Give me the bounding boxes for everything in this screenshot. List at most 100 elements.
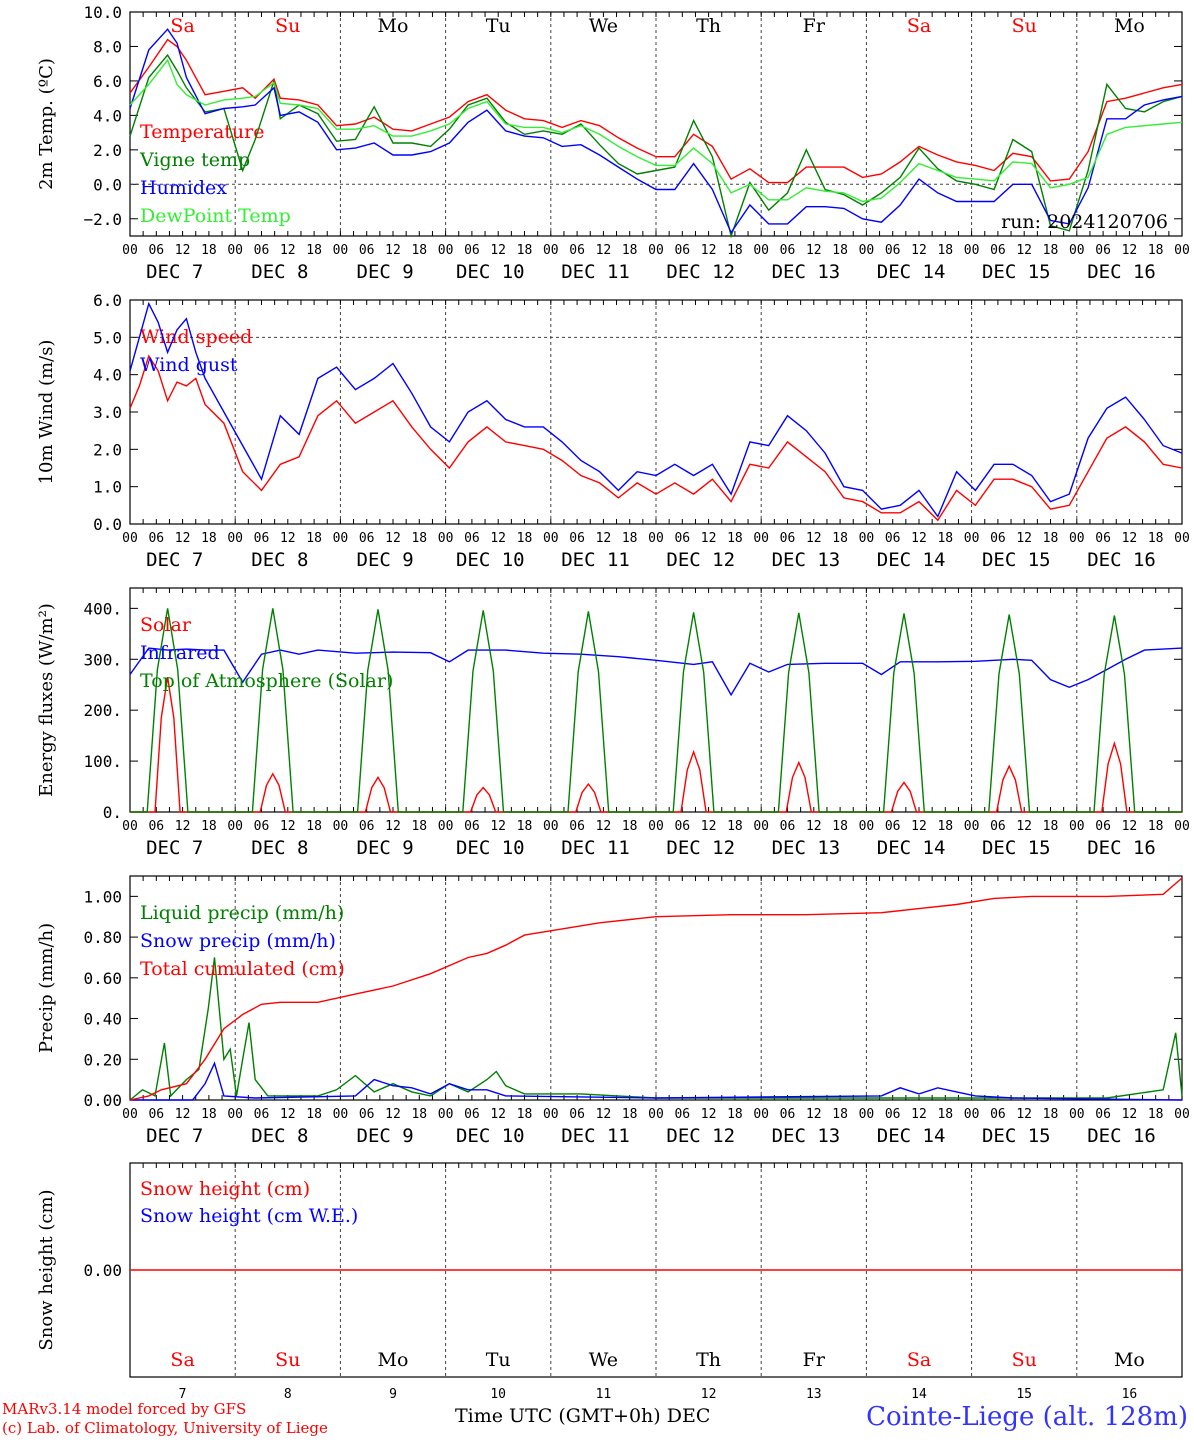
legend-entry: Humidex bbox=[140, 177, 227, 199]
hour-tick-label: 12 bbox=[1016, 531, 1032, 546]
series-line-top-of-atmosphere-solar- bbox=[130, 608, 1182, 813]
date-label: DEC 15 bbox=[982, 261, 1051, 283]
hour-tick-label: 18 bbox=[937, 819, 953, 834]
hour-tick-label: 18 bbox=[727, 819, 743, 834]
date-label: DEC 10 bbox=[456, 549, 525, 571]
day-of-week-label: Su bbox=[275, 1349, 300, 1371]
hour-tick-label: 06 bbox=[464, 1107, 480, 1122]
hour-tick-label: 06 bbox=[359, 243, 375, 258]
hour-tick-label: 00 bbox=[227, 1107, 243, 1122]
hour-tick-label: 00 bbox=[1069, 531, 1085, 546]
hour-tick-label: 18 bbox=[201, 531, 217, 546]
hour-tick-label: 00 bbox=[964, 243, 980, 258]
date-label: DEC 11 bbox=[561, 1125, 630, 1147]
hour-tick-label: 06 bbox=[464, 819, 480, 834]
hour-tick-label: 12 bbox=[1016, 819, 1032, 834]
y-tick-label: 3.0 bbox=[93, 403, 122, 422]
hour-tick-label: 00 bbox=[648, 819, 664, 834]
y-tick-label: 5.0 bbox=[93, 328, 122, 347]
hour-tick-label: 06 bbox=[569, 1107, 585, 1122]
hour-tick-label: 18 bbox=[306, 819, 322, 834]
hour-tick-label: 06 bbox=[1095, 531, 1111, 546]
hour-tick-label: 12 bbox=[1122, 1107, 1138, 1122]
date-label: DEC 7 bbox=[146, 1125, 203, 1147]
hour-tick-label: 06 bbox=[780, 531, 796, 546]
date-label: DEC 8 bbox=[251, 1125, 308, 1147]
series-line-dewpoint-temp bbox=[129, 58, 1183, 203]
hour-tick-label: 18 bbox=[832, 531, 848, 546]
hour-tick-label: 12 bbox=[385, 819, 401, 834]
hour-tick-label: 00 bbox=[438, 531, 454, 546]
hour-tick-label: 12 bbox=[806, 531, 822, 546]
hour-tick-label: 00 bbox=[122, 1107, 138, 1122]
y-tick-label: 8.0 bbox=[93, 37, 122, 56]
y-tick-label: 300. bbox=[83, 650, 122, 669]
y-tick-label: 0.60 bbox=[83, 969, 122, 988]
date-label: DEC 16 bbox=[1087, 261, 1156, 283]
station-title: Cointe-Liege (alt. 128m) bbox=[866, 1402, 1188, 1432]
y-tick-label: 0.00 bbox=[83, 1091, 122, 1110]
hour-tick-label: 12 bbox=[490, 243, 506, 258]
hour-tick-label: 12 bbox=[596, 531, 612, 546]
hour-tick-label: 18 bbox=[832, 243, 848, 258]
hour-tick-label: 12 bbox=[701, 531, 717, 546]
hour-tick-label: 18 bbox=[727, 531, 743, 546]
y-tick-label: 200. bbox=[83, 701, 122, 720]
hour-tick-label: 06 bbox=[1095, 243, 1111, 258]
legend-entry: Temperature bbox=[140, 121, 264, 143]
bottom-day-number: 13 bbox=[806, 1387, 822, 1402]
hour-tick-label: 18 bbox=[306, 243, 322, 258]
hour-tick-label: 06 bbox=[885, 243, 901, 258]
hour-tick-label: 18 bbox=[1148, 1107, 1164, 1122]
series-line-temperature bbox=[129, 38, 1183, 184]
y-tick-label: 1.00 bbox=[83, 887, 122, 906]
hour-tick-label: 00 bbox=[438, 243, 454, 258]
y-tick-label: 6.0 bbox=[93, 72, 122, 91]
hour-tick-label: 12 bbox=[280, 1107, 296, 1122]
date-label: DEC 10 bbox=[456, 1125, 525, 1147]
hour-tick-label: 18 bbox=[201, 819, 217, 834]
hour-tick-label: 06 bbox=[674, 1107, 690, 1122]
hour-tick-label: 00 bbox=[333, 819, 349, 834]
hour-tick-label: 00 bbox=[227, 531, 243, 546]
bottom-day-number: 11 bbox=[596, 1387, 612, 1402]
y-tick-label: 0.40 bbox=[83, 1010, 122, 1029]
hour-tick-label: 18 bbox=[937, 243, 953, 258]
day-of-week-label: Sa bbox=[170, 15, 194, 37]
date-label: DEC 8 bbox=[251, 261, 308, 283]
day-of-week-label: Fr bbox=[803, 1349, 826, 1371]
hour-tick-label: 00 bbox=[964, 1107, 980, 1122]
day-of-week-label: Sa bbox=[907, 1349, 931, 1371]
y-tick-label: 0.00 bbox=[83, 1261, 122, 1280]
day-of-week-label: Mo bbox=[378, 15, 409, 37]
hour-tick-label: 12 bbox=[701, 1107, 717, 1122]
hour-tick-label: 00 bbox=[227, 243, 243, 258]
hour-tick-label: 06 bbox=[990, 531, 1006, 546]
legend-entry: Snow height (cm W.E.) bbox=[140, 1205, 358, 1227]
series-line-snow-precip-mm-h- bbox=[130, 1061, 1183, 1101]
hour-tick-label: 06 bbox=[990, 819, 1006, 834]
y-tick-label: 4.0 bbox=[93, 106, 122, 125]
date-label: DEC 15 bbox=[982, 549, 1051, 571]
hour-tick-label: 00 bbox=[543, 531, 559, 546]
y-axis-label: Snow height (cm) bbox=[36, 1189, 57, 1350]
bottom-day-number: 9 bbox=[389, 1387, 397, 1402]
hour-tick-label: 18 bbox=[622, 531, 638, 546]
hour-tick-label: 06 bbox=[254, 1107, 270, 1122]
hour-tick-label: 06 bbox=[148, 243, 164, 258]
y-tick-label: 6.0 bbox=[93, 291, 122, 310]
date-label: DEC 9 bbox=[357, 837, 414, 859]
day-of-week-label: We bbox=[589, 1349, 618, 1371]
date-label: DEC 7 bbox=[146, 549, 203, 571]
day-of-week-label: Th bbox=[696, 1349, 721, 1371]
date-label: DEC 14 bbox=[877, 837, 946, 859]
date-label: DEC 16 bbox=[1087, 549, 1156, 571]
date-label: DEC 15 bbox=[982, 1125, 1051, 1147]
y-tick-label: 100. bbox=[83, 752, 122, 771]
hour-tick-label: 06 bbox=[148, 531, 164, 546]
series-line-wind-speed bbox=[129, 354, 1183, 522]
hour-tick-label: 06 bbox=[990, 1107, 1006, 1122]
hour-tick-label: 12 bbox=[701, 819, 717, 834]
hour-tick-label: 06 bbox=[780, 819, 796, 834]
